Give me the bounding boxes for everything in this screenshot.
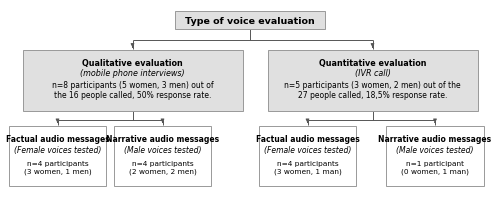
Text: n=8 participants (5 women, 3 men) out of
the 16 people called, 50% response rate: n=8 participants (5 women, 3 men) out of… bbox=[52, 80, 214, 100]
Text: Factual audio messages: Factual audio messages bbox=[6, 135, 110, 144]
FancyBboxPatch shape bbox=[22, 51, 242, 111]
FancyBboxPatch shape bbox=[386, 126, 484, 186]
Text: (Male voices tested): (Male voices tested) bbox=[396, 146, 474, 155]
FancyBboxPatch shape bbox=[268, 51, 478, 111]
Text: Narrative audio messages: Narrative audio messages bbox=[106, 135, 219, 144]
FancyBboxPatch shape bbox=[175, 12, 325, 30]
Text: Factual audio messages: Factual audio messages bbox=[256, 135, 360, 144]
Text: (IVR call): (IVR call) bbox=[354, 69, 390, 78]
Text: n=4 participants
(3 women, 1 man): n=4 participants (3 women, 1 man) bbox=[274, 160, 342, 174]
Text: n=4 participants
(3 women, 1 men): n=4 participants (3 women, 1 men) bbox=[24, 160, 92, 174]
Text: (Male voices tested): (Male voices tested) bbox=[124, 146, 201, 155]
Text: n=5 participants (3 women, 2 men) out of the
27 people called, 18,5% response ra: n=5 participants (3 women, 2 men) out of… bbox=[284, 80, 461, 100]
Text: n=1 participant
(0 women, 1 man): n=1 participant (0 women, 1 man) bbox=[401, 160, 469, 174]
Text: (Female voices tested): (Female voices tested) bbox=[264, 146, 351, 155]
Text: (Female voices tested): (Female voices tested) bbox=[14, 146, 101, 155]
Text: n=4 participants
(2 women, 2 men): n=4 participants (2 women, 2 men) bbox=[128, 160, 196, 174]
FancyBboxPatch shape bbox=[114, 126, 211, 186]
Text: Qualitative evaluation: Qualitative evaluation bbox=[82, 59, 183, 67]
FancyBboxPatch shape bbox=[9, 126, 106, 186]
Text: Narrative audio messages: Narrative audio messages bbox=[378, 135, 492, 144]
Text: Quantitative evaluation: Quantitative evaluation bbox=[319, 59, 426, 67]
Text: (mobile phone interviews): (mobile phone interviews) bbox=[80, 69, 185, 78]
FancyBboxPatch shape bbox=[259, 126, 356, 186]
Text: Type of voice evaluation: Type of voice evaluation bbox=[185, 17, 315, 25]
